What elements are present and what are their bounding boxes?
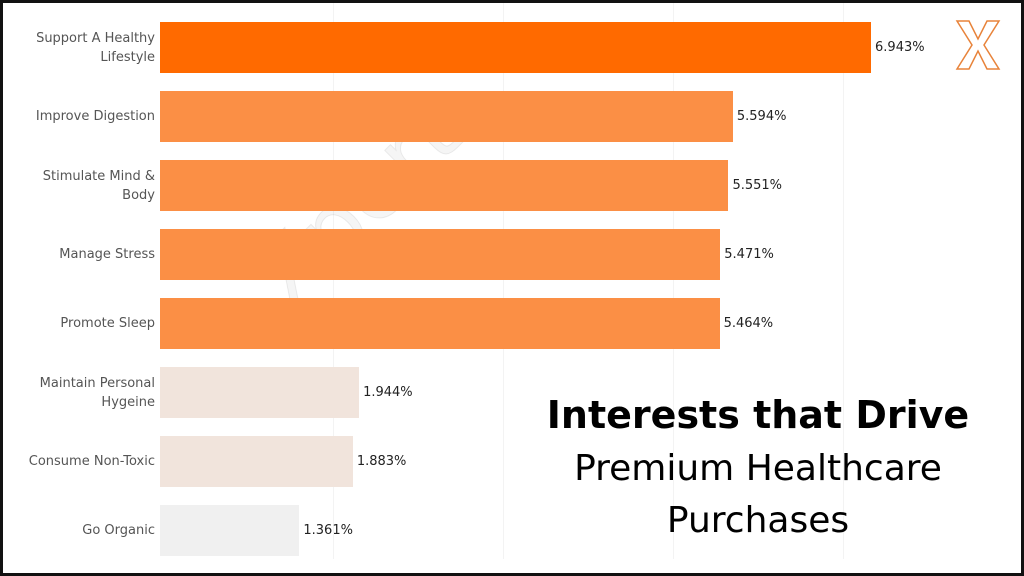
data-label: 5.594%	[736, 108, 787, 124]
y-tick-label: Support A Healthy Lifestyle	[36, 30, 155, 65]
bar	[160, 229, 721, 280]
y-tick-label: Improve Digestion	[35, 109, 155, 124]
y-tick-label: Manage Stress	[59, 247, 155, 262]
y-tick-label: Consume Non-Toxic	[28, 454, 155, 469]
grid-deco	[673, 3, 674, 559]
bar	[160, 22, 872, 73]
data-label: 1.883%	[356, 453, 407, 469]
y-tick-label: Maintain Personal Hygeine	[39, 375, 155, 410]
bar	[160, 367, 360, 418]
bar	[160, 436, 353, 487]
grid-deco	[503, 3, 504, 559]
logo	[955, 20, 1001, 70]
bar	[160, 160, 729, 211]
y-tick-label: Stimulate Mind & Body	[42, 168, 155, 203]
grid-deco	[843, 3, 844, 559]
data-label: 1.944%	[363, 384, 413, 400]
bar	[160, 91, 733, 142]
data-label: 1.361%	[303, 522, 353, 538]
data-label: 5.464%	[723, 315, 774, 331]
chart-title: Interests that Drive	[546, 393, 970, 437]
data-label: 5.551%	[732, 177, 783, 193]
bar	[160, 298, 720, 349]
data-label: 5.471%	[724, 246, 774, 262]
y-tick-label: Go Organic	[82, 523, 155, 538]
bar	[160, 505, 300, 556]
y-tick-label: Promote Sleep	[60, 316, 155, 331]
data-label: 6.943%	[875, 39, 925, 55]
grid-deco	[333, 3, 334, 559]
chart-subtitle: Premium Healthcare Purchases	[574, 448, 942, 541]
